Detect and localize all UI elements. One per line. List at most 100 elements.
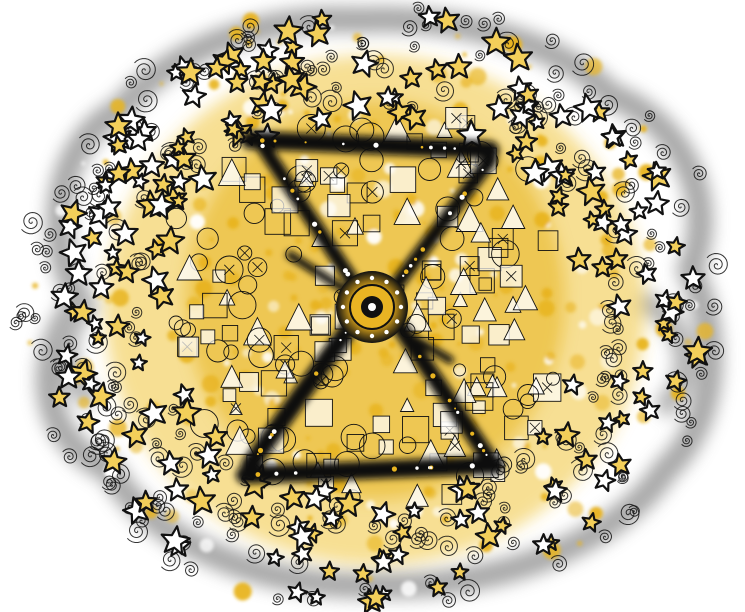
spiral-icon xyxy=(9,316,23,331)
square-shape xyxy=(480,357,496,373)
spiral-icon xyxy=(573,442,585,454)
star-icon xyxy=(553,421,581,448)
square-shape xyxy=(327,194,351,218)
star-icon xyxy=(250,69,273,94)
star-icon xyxy=(273,15,304,45)
star-icon xyxy=(88,274,115,300)
spiral-icon xyxy=(515,460,529,474)
sparkle-dot xyxy=(414,257,418,261)
spiral-icon xyxy=(29,312,41,325)
star-icon xyxy=(514,129,539,152)
square-shape xyxy=(222,388,237,402)
circle-shape xyxy=(243,202,265,225)
sparkle-dot xyxy=(447,398,452,403)
star-icon xyxy=(598,412,619,433)
star-icon xyxy=(425,58,448,81)
spiral-icon xyxy=(91,163,104,177)
speckle xyxy=(546,351,555,361)
circle-shape xyxy=(237,245,253,261)
spiral-icon xyxy=(126,521,149,543)
spiral-icon xyxy=(30,241,44,256)
spiral-icon xyxy=(598,529,613,544)
star-icon xyxy=(493,516,512,535)
star-icon xyxy=(107,134,129,156)
speckle xyxy=(594,394,611,411)
star-icon xyxy=(64,259,93,286)
spiral-icon xyxy=(610,387,628,405)
spiral-icon xyxy=(288,554,309,575)
spiral-icon xyxy=(174,428,187,441)
spiral-icon xyxy=(552,88,565,102)
spiral-icon xyxy=(110,463,130,484)
star-icon xyxy=(55,363,82,389)
sparkle-dot xyxy=(345,271,351,277)
speckle xyxy=(283,270,293,281)
star-icon xyxy=(387,543,410,566)
sparkle-dot xyxy=(418,354,422,359)
speckle xyxy=(102,159,109,166)
spiral-icon xyxy=(396,513,412,530)
star-icon xyxy=(450,562,470,581)
square-shape xyxy=(309,314,331,336)
speckle xyxy=(462,52,467,57)
star-icon xyxy=(152,173,175,196)
spiral-icon xyxy=(110,381,122,394)
circle-shape xyxy=(247,257,268,278)
triangle-shape xyxy=(176,254,203,281)
sparkle-dot xyxy=(293,471,298,475)
speckle xyxy=(429,321,438,330)
spiral-icon xyxy=(481,488,496,503)
circle-shape xyxy=(517,384,540,406)
spiral-icon xyxy=(440,592,457,608)
speckle xyxy=(696,322,714,340)
star-icon xyxy=(486,94,513,121)
square-shape xyxy=(243,173,261,191)
circle-shape xyxy=(546,371,560,386)
square-shape xyxy=(459,256,480,276)
sparkle-dot xyxy=(342,142,345,146)
star-icon xyxy=(582,210,601,229)
spiral-icon xyxy=(31,338,53,361)
star-icon xyxy=(81,226,103,249)
star-icon xyxy=(666,236,686,257)
spiral-icon xyxy=(151,490,168,506)
square-shape xyxy=(273,335,299,361)
speckle xyxy=(424,487,437,499)
sparkle-dot xyxy=(312,221,318,227)
spiral-icon xyxy=(554,142,567,155)
star-icon xyxy=(125,126,152,152)
star-icon xyxy=(433,6,461,34)
spiral-icon xyxy=(419,531,438,550)
star-icon xyxy=(527,113,546,132)
triangle-shape xyxy=(526,376,546,395)
spiral-icon xyxy=(434,81,455,102)
spiral-icon xyxy=(694,366,708,380)
frame-sparkle-dots xyxy=(255,138,488,477)
circle-shape xyxy=(206,339,230,363)
spiral-icon xyxy=(121,396,139,414)
square-shape xyxy=(478,277,492,291)
speckle xyxy=(541,287,553,299)
sparkle-dot xyxy=(391,466,397,472)
speckle xyxy=(578,321,587,329)
triangle-shape xyxy=(225,425,255,455)
speckle xyxy=(468,67,487,86)
spiral-icon xyxy=(79,133,100,155)
star-icon xyxy=(660,326,679,345)
star-icon xyxy=(181,82,208,109)
star-icon xyxy=(147,282,174,310)
star-field xyxy=(48,5,714,612)
speckle xyxy=(232,348,240,356)
spiral-icon xyxy=(104,477,121,495)
spiral-icon xyxy=(548,495,562,509)
star-icon xyxy=(115,259,140,284)
circle-shape xyxy=(196,227,219,250)
speckle xyxy=(369,403,383,418)
x-cross-shape xyxy=(367,186,378,198)
speckle xyxy=(565,302,577,313)
square-shape xyxy=(329,177,346,193)
speckle xyxy=(201,375,220,393)
square-shape xyxy=(260,370,288,397)
speckle xyxy=(537,134,543,140)
